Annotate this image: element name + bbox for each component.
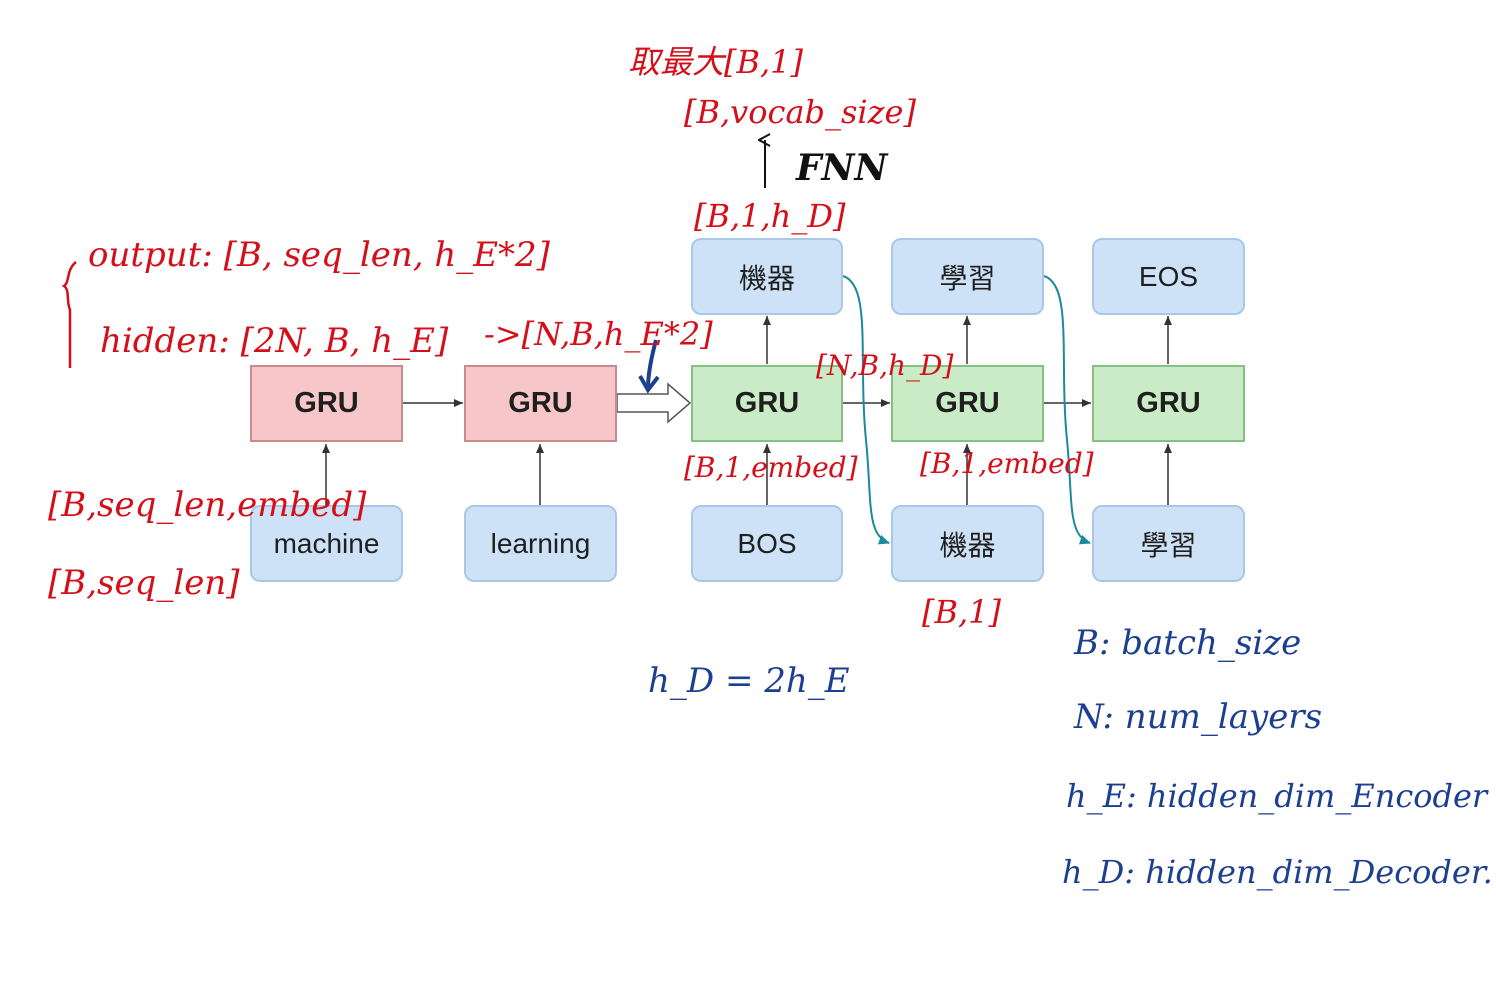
decoder-input-2: 機器	[891, 505, 1044, 582]
decoder-output-1: 機器	[691, 238, 843, 315]
encoder-embed-shape: [B,seq_len,embed]	[48, 485, 367, 525]
legend-batch-size: B: batch_size	[1074, 623, 1302, 663]
decoder-hidden-shape: [N,B,h_D]	[816, 349, 954, 382]
encoder-input-machine-label: machine	[273, 527, 380, 559]
encoder-input-learning-label: learning	[490, 527, 591, 559]
decoder-gru-2: GRU	[891, 365, 1044, 442]
hd-relation-note: h_D = 2h_E	[648, 661, 850, 701]
vocab-shape-annotation: [B,vocab_size]	[684, 93, 916, 131]
decoder-output-3-label: EOS	[1138, 260, 1199, 292]
decoder-output-2: 學習	[891, 238, 1044, 315]
decoder-gru-2-label: GRU	[935, 387, 1000, 419]
decoder-input-3: 學習	[1092, 505, 1245, 582]
legend-hidden-encoder: h_E: hidden_dim_Encoder	[1066, 777, 1488, 815]
context-hollow-arrow	[616, 382, 692, 424]
encoder-output-shape: output: [B, seq_len, h_E*2]	[88, 235, 550, 275]
encoder-gru-1-label: GRU	[294, 387, 359, 419]
blue-hook-arrow	[646, 339, 658, 389]
decoder-gru-3: GRU	[1092, 365, 1245, 442]
decoder-output-2-label: 學習	[939, 262, 996, 294]
decoder-output-3: EOS	[1092, 238, 1245, 315]
argmax-annotation: 取最大[B,1]	[628, 43, 804, 81]
encoder-gru-2: GRU	[464, 365, 617, 442]
decoder-embed-shape-1: [B,1,embed]	[684, 451, 858, 484]
feedback-arrow-2	[1043, 275, 1091, 545]
decoder-input-shape: [B,1]	[922, 593, 1002, 631]
decoder-input-bos-label: BOS	[737, 527, 797, 559]
encoder-hidden-shape: hidden: [2N, B, h_E]	[100, 321, 449, 361]
decoder-gru-1: GRU	[691, 365, 843, 442]
decoder-gru-1-label: GRU	[734, 387, 800, 419]
decoder-input-bos: BOS	[691, 505, 843, 582]
legend-hidden-decoder: h_D: hidden_dim_Decoder.	[1062, 853, 1493, 891]
blue-hook-arrowhead	[638, 375, 660, 394]
decoder-input-3-label: 學習	[1140, 529, 1197, 561]
hidden-reshape-annotation: ->[N,B,h_E*2]	[484, 315, 713, 353]
feedback-arrow-1	[842, 275, 890, 545]
decoder-input-2-label: 機器	[939, 529, 996, 561]
legend-num-layers: N: num_layers	[1074, 697, 1323, 737]
encoder-input-shape: [B,seq_len]	[48, 563, 240, 603]
decoder-output-shape: [B,1,h_D]	[694, 197, 846, 235]
brace-mark	[61, 261, 77, 368]
notation-legend: B: batch_size N: num_layers h_E: hidden_…	[1062, 623, 1493, 906]
encoder-input-machine: machine	[250, 505, 403, 582]
encoder-gru-2-label: GRU	[508, 387, 573, 419]
encoder-gru-1: GRU	[250, 365, 403, 442]
encoder-input-learning: learning	[464, 505, 617, 582]
decoder-embed-shape-2: [B,1,embed]	[920, 447, 1094, 480]
decoder-output-1-label: 機器	[738, 262, 795, 294]
decoder-gru-3-label: GRU	[1136, 387, 1201, 419]
fnn-label: FNN	[796, 147, 888, 189]
